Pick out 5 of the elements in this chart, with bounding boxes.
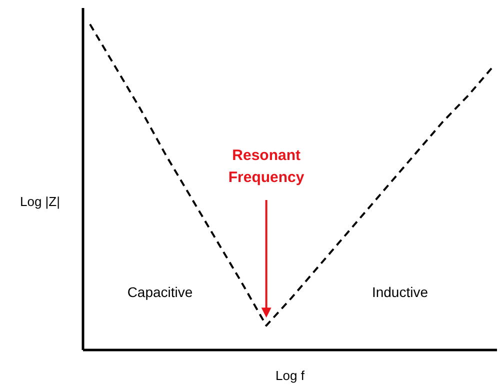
annotation: Resonant Frequency <box>228 147 305 186</box>
x-axis-title: Log f <box>276 368 305 383</box>
annotation: Capacitive <box>127 284 193 300</box>
y-axis-title: Log |Z| <box>20 194 60 209</box>
annotation: Inductive <box>372 284 428 300</box>
